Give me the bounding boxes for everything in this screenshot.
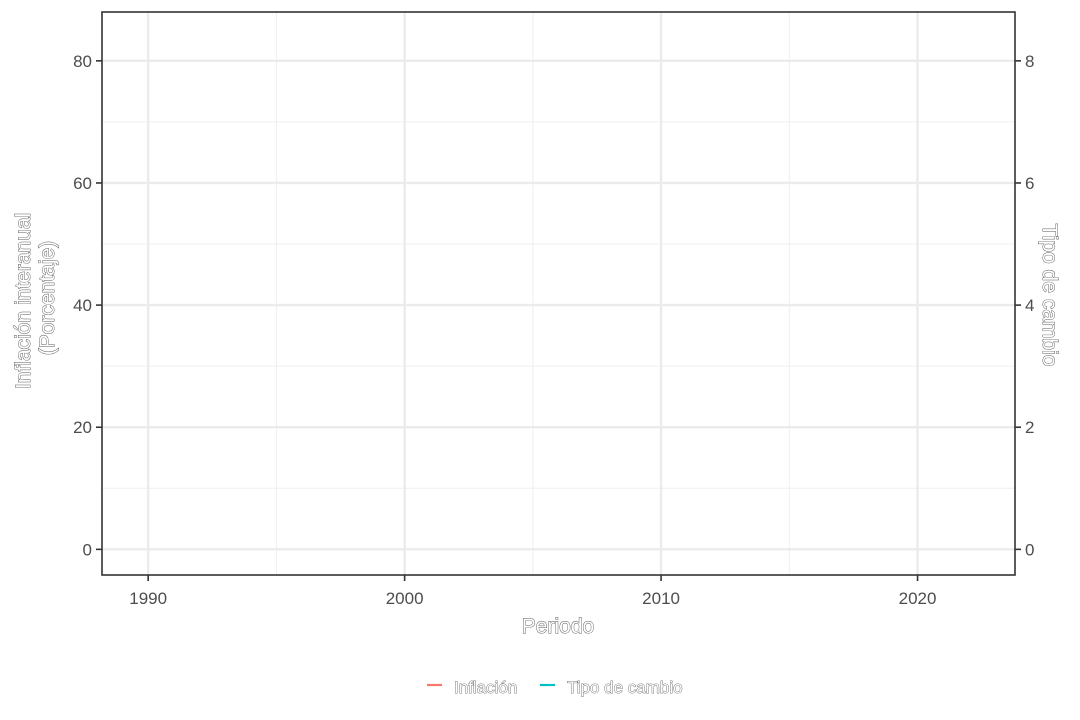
axis-ticks: 1990 2000 2010 2020 0 20 40 60 80 0 2 4 6 8 <box>73 52 1034 608</box>
x-tick-label: 2000 <box>386 589 424 608</box>
legend-label-inflacion: Inflación <box>454 678 517 697</box>
y-tick-label: 80 <box>73 52 92 71</box>
y-tick-label: 60 <box>73 174 92 193</box>
plot-panel-border <box>101 11 1016 576</box>
y2-tick-label: 8 <box>1025 52 1034 71</box>
y-tick-label: 0 <box>83 540 92 559</box>
y2-tick-label: 2 <box>1025 418 1034 437</box>
legend: Inflación Tipo de cambio <box>427 678 683 697</box>
x-tick-label: 2020 <box>899 589 937 608</box>
y2-tick-label: 6 <box>1025 174 1034 193</box>
y2-axis-title: Tipo de cambio <box>1038 224 1061 367</box>
y2-tick-label: 0 <box>1025 540 1034 559</box>
x-tick-label: 2010 <box>642 589 680 608</box>
minor-gridlines <box>102 12 1015 575</box>
y-axis-title: Inflación interanual (Porcentaje) <box>12 207 59 389</box>
x-tick-label: 1990 <box>129 589 167 608</box>
y2-tick-label: 4 <box>1025 296 1034 315</box>
major-gridlines <box>102 12 1015 575</box>
legend-label-tipo-de-cambio: Tipo de cambio <box>567 678 683 697</box>
y-axis-title-line-1: Inflación interanual <box>12 213 35 389</box>
y-tick-label: 40 <box>73 296 92 315</box>
x-axis-title: Periodo <box>522 615 594 638</box>
y-tick-label: 20 <box>73 418 92 437</box>
y-axis-title-line-2: (Porcentaje) <box>36 241 59 355</box>
